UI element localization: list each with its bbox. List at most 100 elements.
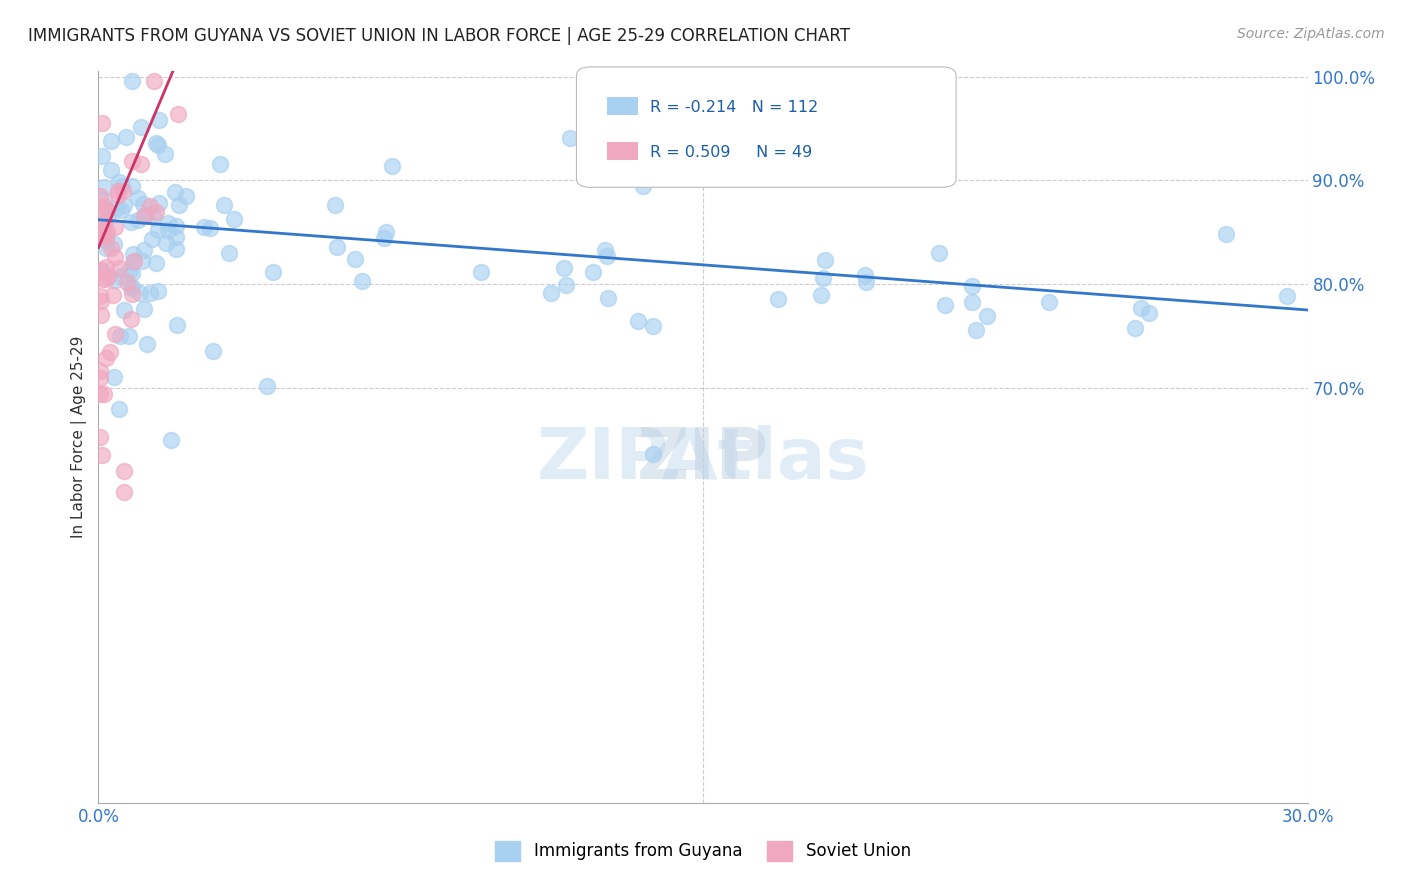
Point bbox=[122, 254, 145, 268]
Point bbox=[814, 253, 837, 268]
Point bbox=[97, 269, 120, 284]
Text: Source: ZipAtlas.com: Source: ZipAtlas.com bbox=[1237, 27, 1385, 41]
Point bbox=[120, 312, 142, 326]
Point bbox=[135, 336, 157, 351]
Point bbox=[145, 256, 167, 270]
Point bbox=[810, 287, 832, 301]
Point bbox=[108, 175, 131, 189]
Point bbox=[148, 112, 170, 127]
Point bbox=[201, 344, 224, 359]
Point bbox=[112, 197, 135, 211]
Point bbox=[373, 231, 395, 245]
Point bbox=[112, 484, 135, 499]
Point bbox=[118, 264, 141, 278]
Point bbox=[934, 298, 956, 312]
Point bbox=[104, 250, 127, 264]
Point bbox=[139, 286, 162, 301]
Point bbox=[262, 265, 284, 279]
Point bbox=[90, 308, 112, 322]
Point bbox=[91, 272, 114, 286]
Point bbox=[553, 261, 575, 276]
Point bbox=[174, 188, 197, 202]
Point bbox=[120, 281, 142, 295]
Point bbox=[193, 219, 215, 234]
Point bbox=[222, 211, 245, 226]
Point bbox=[93, 202, 115, 217]
Point bbox=[103, 236, 125, 251]
Point bbox=[121, 179, 143, 194]
Point bbox=[90, 116, 112, 130]
Point bbox=[134, 301, 156, 316]
Point bbox=[93, 216, 115, 230]
Point bbox=[350, 275, 373, 289]
Point bbox=[631, 178, 654, 193]
Point bbox=[928, 245, 950, 260]
Point bbox=[90, 219, 112, 234]
Point bbox=[98, 205, 121, 219]
Point bbox=[121, 279, 143, 293]
Point bbox=[169, 197, 191, 211]
Point bbox=[112, 464, 135, 478]
Point bbox=[326, 240, 349, 254]
Point bbox=[145, 136, 167, 151]
Point bbox=[93, 216, 115, 230]
Point bbox=[98, 344, 121, 359]
Point bbox=[89, 371, 111, 385]
Point bbox=[643, 447, 665, 461]
Point bbox=[165, 186, 187, 200]
Point bbox=[122, 247, 145, 261]
Point bbox=[134, 243, 156, 257]
Point bbox=[853, 268, 876, 282]
Point bbox=[855, 275, 877, 289]
Point bbox=[155, 146, 177, 161]
Point bbox=[110, 203, 132, 218]
Point bbox=[595, 249, 617, 263]
Point bbox=[540, 286, 562, 301]
Point bbox=[120, 215, 142, 229]
Point bbox=[138, 198, 160, 212]
Point bbox=[1129, 301, 1152, 315]
Point bbox=[110, 268, 132, 283]
Point bbox=[155, 236, 177, 251]
Point bbox=[103, 326, 125, 341]
Point bbox=[167, 106, 190, 120]
Point bbox=[627, 314, 650, 328]
Point bbox=[89, 429, 111, 443]
Point bbox=[555, 278, 578, 293]
Point bbox=[96, 203, 118, 218]
Point bbox=[127, 212, 149, 227]
Text: R = -0.214   N = 112: R = -0.214 N = 112 bbox=[650, 100, 818, 115]
Point bbox=[343, 252, 366, 266]
Point bbox=[214, 198, 236, 212]
Point bbox=[94, 228, 117, 243]
Y-axis label: In Labor Force | Age 25-29: In Labor Force | Age 25-29 bbox=[72, 336, 87, 538]
Point bbox=[121, 154, 143, 169]
Point bbox=[91, 230, 114, 244]
Point bbox=[89, 386, 111, 401]
Point bbox=[93, 194, 115, 208]
Point bbox=[104, 220, 127, 235]
Point bbox=[1123, 320, 1146, 334]
Point bbox=[107, 401, 129, 416]
Point bbox=[91, 225, 114, 239]
Point bbox=[159, 433, 181, 447]
Text: R = 0.509     N = 49: R = 0.509 N = 49 bbox=[650, 145, 811, 161]
Point bbox=[960, 294, 983, 309]
Point bbox=[107, 261, 129, 276]
Point bbox=[165, 242, 187, 256]
Point bbox=[165, 219, 187, 233]
Point bbox=[93, 387, 115, 401]
Point bbox=[121, 266, 143, 280]
Text: ZIPAtlas: ZIPAtlas bbox=[537, 425, 869, 493]
Point bbox=[93, 180, 115, 194]
Point bbox=[100, 134, 122, 148]
Point bbox=[96, 234, 118, 248]
Point bbox=[1277, 289, 1299, 303]
Point bbox=[1137, 306, 1160, 320]
Point bbox=[94, 351, 117, 366]
Point bbox=[143, 210, 166, 224]
Point bbox=[962, 279, 984, 293]
Point bbox=[593, 243, 616, 257]
Point bbox=[218, 245, 240, 260]
Point bbox=[156, 216, 179, 230]
